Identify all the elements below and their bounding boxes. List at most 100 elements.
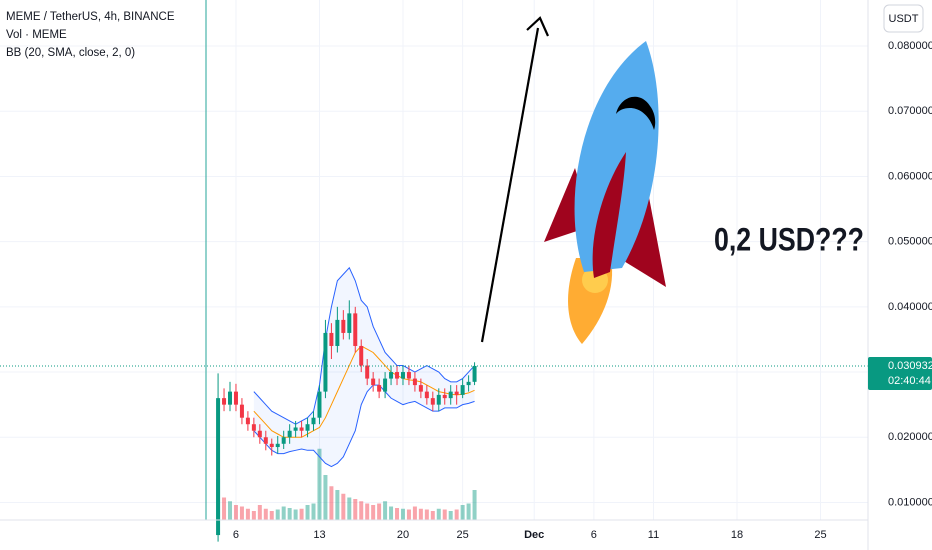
candle-body xyxy=(347,313,352,333)
candle-body xyxy=(335,319,340,346)
y-tick-label: 0.050000 xyxy=(888,236,932,248)
volume-bar xyxy=(353,499,358,520)
volume-bar xyxy=(383,501,388,520)
candle-body xyxy=(299,427,304,431)
x-tick-label: 6 xyxy=(591,529,597,541)
volume-bar xyxy=(395,508,400,520)
x-tick-label: 11 xyxy=(648,529,659,541)
volume-bar xyxy=(371,505,376,520)
x-tick-label: 13 xyxy=(313,529,325,541)
candle-body xyxy=(400,372,405,379)
candle-body xyxy=(353,313,358,346)
volume-bar xyxy=(400,508,405,520)
candle-body xyxy=(228,391,233,405)
volume-bar xyxy=(293,509,298,520)
candle-body xyxy=(418,385,423,392)
candle-body xyxy=(472,365,477,382)
indicator-label: Vol · MEME xyxy=(6,29,67,41)
bb-upper xyxy=(253,266,475,425)
volume-bar xyxy=(305,505,310,520)
volume-bar xyxy=(430,511,435,520)
candle-body xyxy=(287,430,292,438)
candle-body xyxy=(323,332,328,392)
candle-body xyxy=(395,372,400,379)
candle-body xyxy=(233,391,238,405)
candle-body xyxy=(293,427,298,431)
grid xyxy=(0,0,868,520)
volume-bar xyxy=(275,509,280,520)
volume-bar xyxy=(317,448,322,520)
plot xyxy=(0,266,868,542)
candle-body xyxy=(269,443,274,448)
volume-bar xyxy=(412,506,417,520)
volume-bar xyxy=(365,503,370,520)
candle-body xyxy=(359,345,364,366)
volume-bar xyxy=(335,490,340,520)
volume-bar xyxy=(233,505,238,520)
volume-bar xyxy=(222,497,227,520)
volume-bar xyxy=(448,511,453,520)
price-label-box xyxy=(868,356,932,390)
annotation: 0,2 USD??? xyxy=(714,221,864,257)
volume-bar xyxy=(311,503,316,520)
currency-label: USDT xyxy=(889,13,919,25)
candle-body xyxy=(371,378,376,386)
arrow xyxy=(480,27,540,343)
volume-bar xyxy=(389,506,394,520)
candle-body xyxy=(430,398,435,405)
candle-body xyxy=(341,319,346,333)
candle-body xyxy=(222,398,227,405)
x-tick-label: Dec xyxy=(524,529,544,541)
volume-bar xyxy=(454,509,459,520)
volume-bar xyxy=(347,497,352,520)
volume-bar xyxy=(281,506,286,520)
y-tick-label: 0.040000 xyxy=(888,301,932,313)
candle-body xyxy=(406,372,411,379)
candle-body xyxy=(251,424,256,431)
x-tick-label: 20 xyxy=(397,529,409,541)
volume-bar xyxy=(359,501,364,520)
x-tick-label: 25 xyxy=(457,529,469,541)
y-tick-label: 0.010000 xyxy=(888,496,932,508)
volume-bar xyxy=(460,505,465,520)
y-tick-label: 0.060000 xyxy=(888,170,932,182)
arrow-head xyxy=(526,16,550,37)
chart-title: MEME / TetherUS, 4h, BINANCE xyxy=(6,11,175,23)
volume-bar xyxy=(245,508,250,520)
volume-bar xyxy=(424,509,429,520)
x-tick-label: 25 xyxy=(814,529,826,541)
candle-body xyxy=(239,404,244,418)
candle-body xyxy=(466,381,471,386)
candle-body xyxy=(424,391,429,399)
candle-body xyxy=(365,365,370,379)
y-tick-label: 0.020000 xyxy=(888,431,932,443)
indicator-label: BB (20, SMA, close, 2, 0) xyxy=(6,47,135,59)
currency-button[interactable] xyxy=(883,4,924,33)
volume-bar xyxy=(418,508,423,520)
countdown: 02:40:44 xyxy=(888,375,931,387)
volume-bar xyxy=(239,506,244,520)
candle-body xyxy=(311,417,316,425)
volume-bar xyxy=(263,508,268,520)
candle-body xyxy=(317,391,322,418)
candle-body xyxy=(448,391,453,399)
y-tick-label: 0.080000 xyxy=(888,40,932,52)
candle-body xyxy=(305,424,310,431)
rocket xyxy=(544,41,666,344)
y-tick-label: 0.070000 xyxy=(888,105,932,117)
volume-bar xyxy=(269,511,274,520)
volume-bar xyxy=(472,490,477,520)
volume-bar xyxy=(228,501,233,520)
candle-body xyxy=(377,385,382,392)
candle-body xyxy=(454,391,459,395)
candle-body xyxy=(216,398,221,536)
candle-body xyxy=(436,394,441,405)
x-tick-label: 6 xyxy=(233,529,239,541)
candle-body xyxy=(412,378,417,386)
candle-body xyxy=(442,394,447,399)
volume-bar xyxy=(287,508,292,520)
volume-bar xyxy=(323,475,328,520)
candle-body xyxy=(275,443,280,448)
volume-bar xyxy=(466,503,471,520)
